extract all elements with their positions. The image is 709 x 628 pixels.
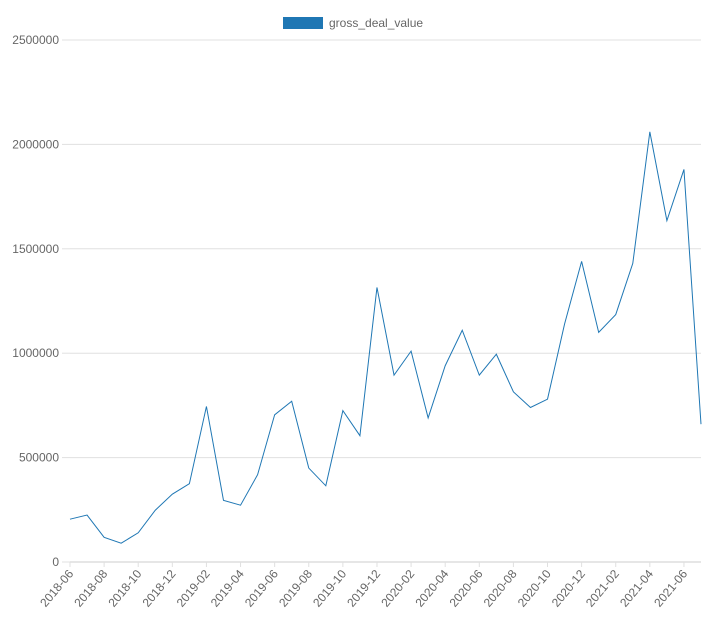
legend[interactable]: gross_deal_value (283, 16, 423, 30)
data-point[interactable] (510, 389, 516, 395)
data-point[interactable] (323, 483, 329, 489)
x-tick-label: 2018-10 (105, 567, 144, 610)
y-tick-label: 0 (52, 555, 59, 569)
data-point[interactable] (340, 408, 346, 414)
data-point[interactable] (67, 516, 73, 522)
series-layer (67, 129, 704, 546)
data-point[interactable] (664, 218, 670, 224)
data-point[interactable] (374, 284, 380, 290)
data-point[interactable] (630, 260, 636, 266)
data-point[interactable] (681, 166, 687, 172)
data-point[interactable] (579, 258, 585, 264)
data-point[interactable] (442, 363, 448, 369)
data-point[interactable] (169, 491, 175, 497)
data-point[interactable] (135, 530, 141, 536)
x-tick-label: 2018-08 (71, 567, 110, 610)
y-gridlines (70, 39, 701, 563)
data-point[interactable] (493, 351, 499, 357)
y-axis: 0 500000 1000000 1500000 2000000 2500000 (12, 33, 70, 569)
x-tick-label: 2021-06 (651, 567, 690, 610)
x-tick-label: 2019-08 (276, 567, 315, 610)
y-tick-label: 1500000 (12, 242, 59, 256)
x-tick-label: 2020-08 (481, 567, 520, 610)
x-tick-label: 2020-12 (549, 567, 588, 610)
y-tick-label: 500000 (19, 451, 59, 465)
data-point[interactable] (647, 129, 653, 135)
series-line-gross_deal_value[interactable] (69, 131, 702, 544)
y-tick-label: 1000000 (12, 346, 59, 360)
data-point[interactable] (203, 403, 209, 409)
data-point[interactable] (306, 465, 312, 471)
data-point[interactable] (408, 348, 414, 354)
x-tick-label: 2018-12 (140, 567, 179, 610)
data-point[interactable] (101, 534, 107, 540)
legend-label[interactable]: gross_deal_value (329, 16, 423, 30)
data-point[interactable] (596, 329, 602, 335)
data-point[interactable] (118, 540, 124, 546)
data-point[interactable] (698, 421, 704, 427)
data-point[interactable] (255, 472, 261, 478)
x-tick-label: 2021-02 (583, 567, 622, 610)
data-point[interactable] (562, 321, 568, 327)
x-tick-label: 2018-06 (37, 567, 76, 610)
data-point[interactable] (289, 398, 295, 404)
x-tick-label: 2020-04 (412, 567, 451, 610)
data-point[interactable] (186, 481, 192, 487)
x-tick-label: 2020-06 (447, 567, 486, 610)
x-tick-label: 2019-02 (174, 567, 213, 610)
data-point[interactable] (527, 404, 533, 410)
y-tick-label: 2500000 (12, 33, 59, 47)
x-tick-label: 2019-10 (310, 567, 349, 610)
data-point[interactable] (220, 497, 226, 503)
data-point[interactable] (272, 412, 278, 418)
data-point[interactable] (357, 433, 363, 439)
x-tick-label: 2019-12 (344, 567, 383, 610)
x-tick-label: 2020-02 (378, 567, 417, 610)
x-tick-label: 2019-06 (242, 567, 281, 610)
x-axis: 2018-062018-082018-102018-122019-022019-… (37, 562, 690, 610)
data-point[interactable] (545, 396, 551, 402)
data-point[interactable] (459, 327, 465, 333)
x-tick-label: 2019-04 (208, 567, 247, 610)
y-tick-label: 2000000 (12, 137, 59, 151)
data-point[interactable] (425, 415, 431, 421)
data-point[interactable] (613, 312, 619, 318)
data-point[interactable] (84, 512, 90, 518)
x-tick-label: 2020-10 (515, 567, 554, 610)
data-point[interactable] (152, 507, 158, 513)
data-point[interactable] (238, 502, 244, 508)
data-point[interactable] (391, 372, 397, 378)
legend-swatch[interactable] (283, 17, 323, 29)
x-tick-label: 2021-04 (617, 567, 656, 610)
data-point[interactable] (476, 372, 482, 378)
